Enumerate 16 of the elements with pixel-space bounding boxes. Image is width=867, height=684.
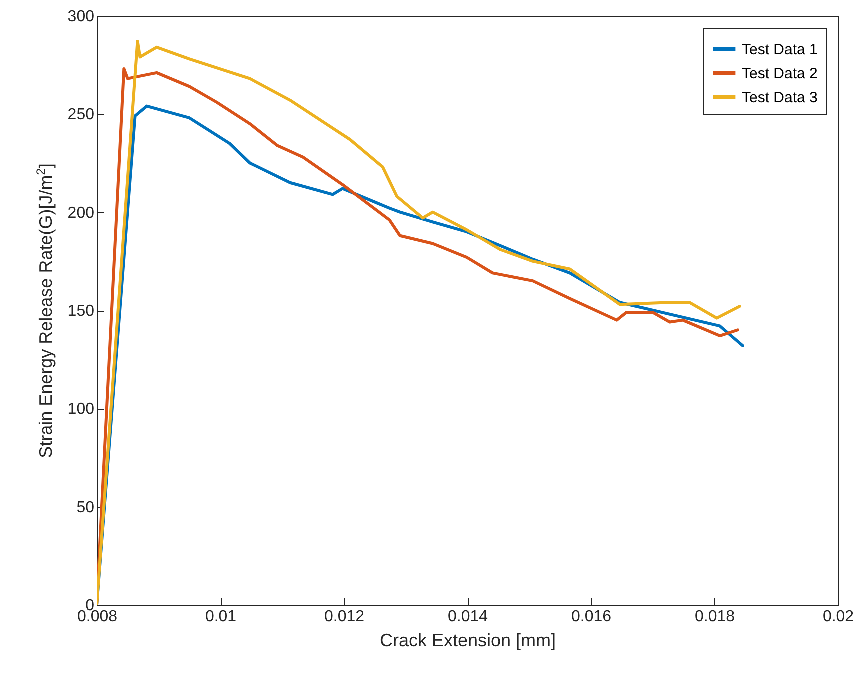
x-tick-label: 0.01: [205, 608, 237, 626]
x-tick-label: 0.02: [822, 608, 854, 626]
x-axis-title: Crack Extension [mm]: [380, 630, 556, 650]
y-tick-label: 200: [68, 204, 95, 222]
y-tick-label: 100: [68, 401, 95, 418]
legend-label: Test Data 3: [742, 90, 818, 106]
legend-label: Test Data 2: [742, 66, 818, 82]
y-tick-label: 150: [68, 303, 95, 320]
y-tick-label: 300: [68, 8, 95, 26]
x-tick-label: 0.018: [694, 608, 736, 626]
x-tick-label: 0.012: [324, 608, 365, 626]
y-tick-label: 250: [68, 106, 95, 124]
x-tick-label: 0.016: [571, 608, 612, 626]
y-tick-label: 50: [76, 499, 95, 516]
legend-label: Test Data 1: [742, 42, 818, 58]
x-tick-label: 0.014: [448, 608, 488, 626]
